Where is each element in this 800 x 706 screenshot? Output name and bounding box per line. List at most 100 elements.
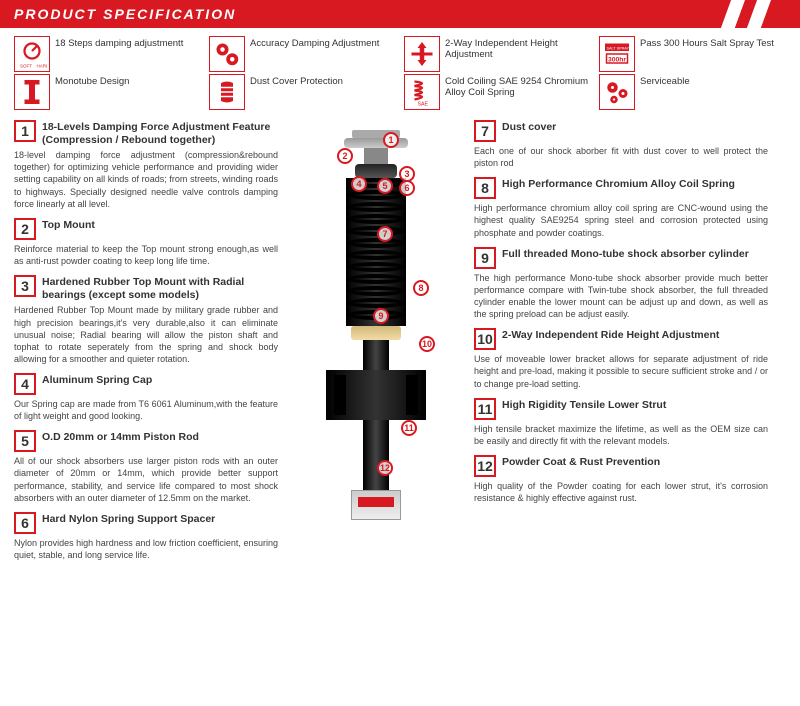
diag-spring-wrap [346,178,406,326]
feature-label: Cold Coiling SAE 9254 Chromium Alloy Coi… [445,74,591,99]
feature-0: SOFT HARD 18 Steps damping adjustmentt [14,36,201,72]
item-title: High Performance Chromium Alloy Coil Spr… [502,177,735,191]
spec-item-7: 7 Dust cover Each one of our shock aborber… [474,120,768,169]
feature-4: Monotube Design [14,74,201,110]
spec-item-11: 11 High Rigidity Tensile Lower Strut High … [474,398,768,447]
feature-label: Dust Cover Protection [250,74,343,87]
callout-6: 6 [399,180,415,196]
item-number: 12 [474,455,496,477]
item-description: Use of moveable lower bracket allows for… [474,353,768,389]
gear-pair-icon [209,36,245,72]
arrows-icon [404,36,440,72]
callout-11: 11 [401,420,417,436]
cover-icon [209,74,245,110]
feature-1: Accuracy Damping Adjustment [209,36,396,72]
header-flag-decoration [728,0,780,28]
feature-2: 2-Way Independent Height Adjustment [404,36,591,72]
feature-3: SALT SPRAY300hrPass 300 Hours Salt Spray… [599,36,786,72]
feature-label: 18 Steps damping adjustmentt [55,36,183,49]
item-number: 9 [474,247,496,269]
callout-2: 2 [337,148,353,164]
spec-item-6: 6 Hard Nylon Spring Support Spacer Nylon p… [14,512,278,561]
spec-item-10: 10 2-Way Independent Ride Height Adjustme… [474,328,768,389]
svg-text:SAE: SAE [418,102,429,108]
item-description: 18-level damping force adjustment (compr… [14,149,278,210]
item-title: 2-Way Independent Ride Height Adjustment [502,328,719,342]
svg-text:SOFT: SOFT [20,64,32,69]
tube-icon [14,74,50,110]
item-description: Nylon provides high hardness and low fri… [14,537,278,561]
item-title: O.D 20mm or 14mm Piston Rod [42,430,199,444]
svg-text:SALT SPRAY: SALT SPRAY [607,47,630,51]
item-number: 3 [14,275,36,297]
item-number: 11 [474,398,496,420]
damper-icon: SOFT HARD [14,36,50,72]
item-title: Dust cover [502,120,556,134]
callout-10: 10 [419,336,435,352]
svg-text:300hr: 300hr [608,57,626,64]
item-number: 4 [14,373,36,395]
item-number: 6 [14,512,36,534]
item-number: 1 [14,120,36,142]
callout-7: 7 [377,226,393,242]
page-title: PRODUCT SPECIFICATION [14,6,786,22]
features-grid: SOFT HARD 18 Steps damping adjustmentt Accu… [0,28,800,116]
item-title: Aluminum Spring Cap [42,373,152,387]
main-content: 1 18-Levels Damping Force Adjustment Feat… [0,116,800,594]
item-title: Full threaded Mono-tube shock absorber c… [502,247,749,261]
item-number: 7 [474,120,496,142]
item-title: Top Mount [42,218,95,232]
salt-300-icon: SALT SPRAY 300hr [599,36,635,72]
spec-item-3: 3Hardened Rubber Top Mount with Radial b… [14,275,278,365]
item-number: 5 [14,430,36,452]
feature-label: Accuracy Damping Adjustment [250,36,379,49]
item-description: The high performance Mono-tube shock abs… [474,272,768,321]
callout-9: 9 [373,308,389,324]
spring-sae-icon: SAE [404,74,440,110]
spec-item-5: 5 O.D 20mm or 14mm Piston Rod All of our s… [14,430,278,504]
callout-8: 8 [413,280,429,296]
feature-5: Dust Cover Protection [209,74,396,110]
item-title: Hard Nylon Spring Support Spacer [42,512,215,526]
item-title: High Rigidity Tensile Lower Strut [502,398,666,412]
diag-lowcap [351,326,401,340]
callout-12: 12 [377,460,393,476]
diag-bracket [326,370,426,420]
feature-7: Serviceable [599,74,786,110]
item-number: 2 [14,218,36,240]
spec-item-1: 1 18-Levels Damping Force Adjustment Feat… [14,120,278,210]
spec-item-12: 12 Powder Coat & Rust Prevention High qual… [474,455,768,504]
item-number: 10 [474,328,496,350]
callout-1: 1 [383,132,399,148]
center-diagram: 123456789101112 [286,120,466,580]
diag-base [351,490,401,520]
feature-label: Serviceable [640,74,690,87]
spec-item-4: 4 Aluminum Spring Cap Our Spring cap are m… [14,373,278,422]
item-description: High quality of the Powder coating for e… [474,480,768,504]
callout-5: 5 [377,178,393,194]
left-column: 1 18-Levels Damping Force Adjustment Feat… [14,120,278,580]
item-description: High performance chromium alloy coil spr… [474,202,768,238]
item-description: All of our shock absorbers use larger pi… [14,455,278,504]
feature-label: Monotube Design [55,74,129,87]
item-description: Our Spring cap are made from T6 6061 Alu… [14,398,278,422]
item-title: Powder Coat & Rust Prevention [502,455,660,469]
coilover-diagram: 123456789101112 [291,130,461,580]
item-description: Hardened Rubber Top Mount made by milita… [14,304,278,365]
item-description: Each one of our shock aborber fit with d… [474,145,768,169]
feature-6: SAE Cold Coiling SAE 9254 Chromium Alloy … [404,74,591,110]
item-description: Reinforce material to keep the Top mount… [14,243,278,267]
item-description: High tensile bracket maximize the lifeti… [474,423,768,447]
gears-icon [599,74,635,110]
callout-4: 4 [351,176,367,192]
right-column: 7 Dust cover Each one of our shock aborber… [474,120,768,580]
item-title: 18-Levels Damping Force Adjustment Featu… [42,120,278,146]
header: PRODUCT SPECIFICATION [0,0,800,28]
spec-item-9: 9 Full threaded Mono-tube shock absorber … [474,247,768,321]
feature-label: 2-Way Independent Height Adjustment [445,36,591,61]
svg-text:HARD: HARD [37,64,48,69]
spec-item-2: 2 Top Mount Reinforce material to keep the… [14,218,278,267]
item-number: 8 [474,177,496,199]
spec-item-8: 8 High Performance Chromium Alloy Coil Sp… [474,177,768,238]
diag-neck [364,148,388,164]
